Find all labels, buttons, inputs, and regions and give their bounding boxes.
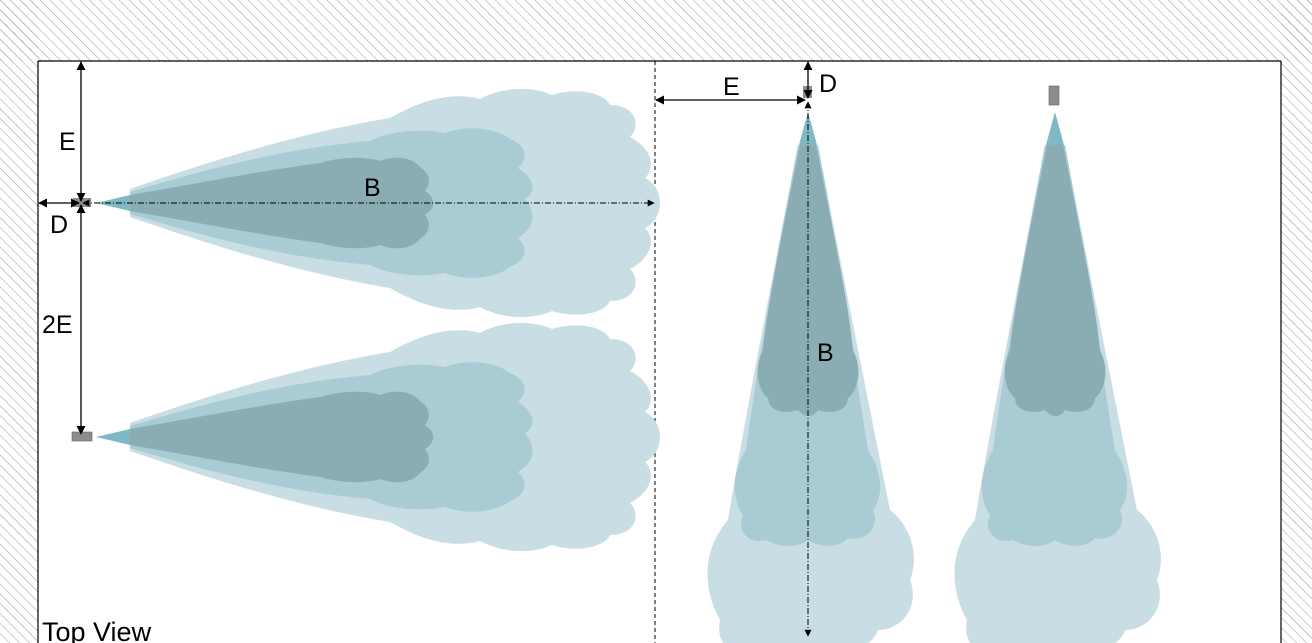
label-2e-left: 2E (42, 311, 73, 339)
label-d-right: D (819, 70, 837, 98)
label-top-view: Top View (42, 617, 152, 643)
label-d-left: D (50, 211, 68, 239)
diffuser-device-upper (73, 198, 91, 207)
diffuser-device-right-2 (1048, 85, 1060, 106)
label-b-left: B (364, 174, 381, 202)
label-b-right: B (817, 339, 834, 367)
label-e-left: E (59, 128, 76, 156)
diffuser-device-lower (71, 431, 93, 442)
label-e-right: E (723, 73, 740, 101)
